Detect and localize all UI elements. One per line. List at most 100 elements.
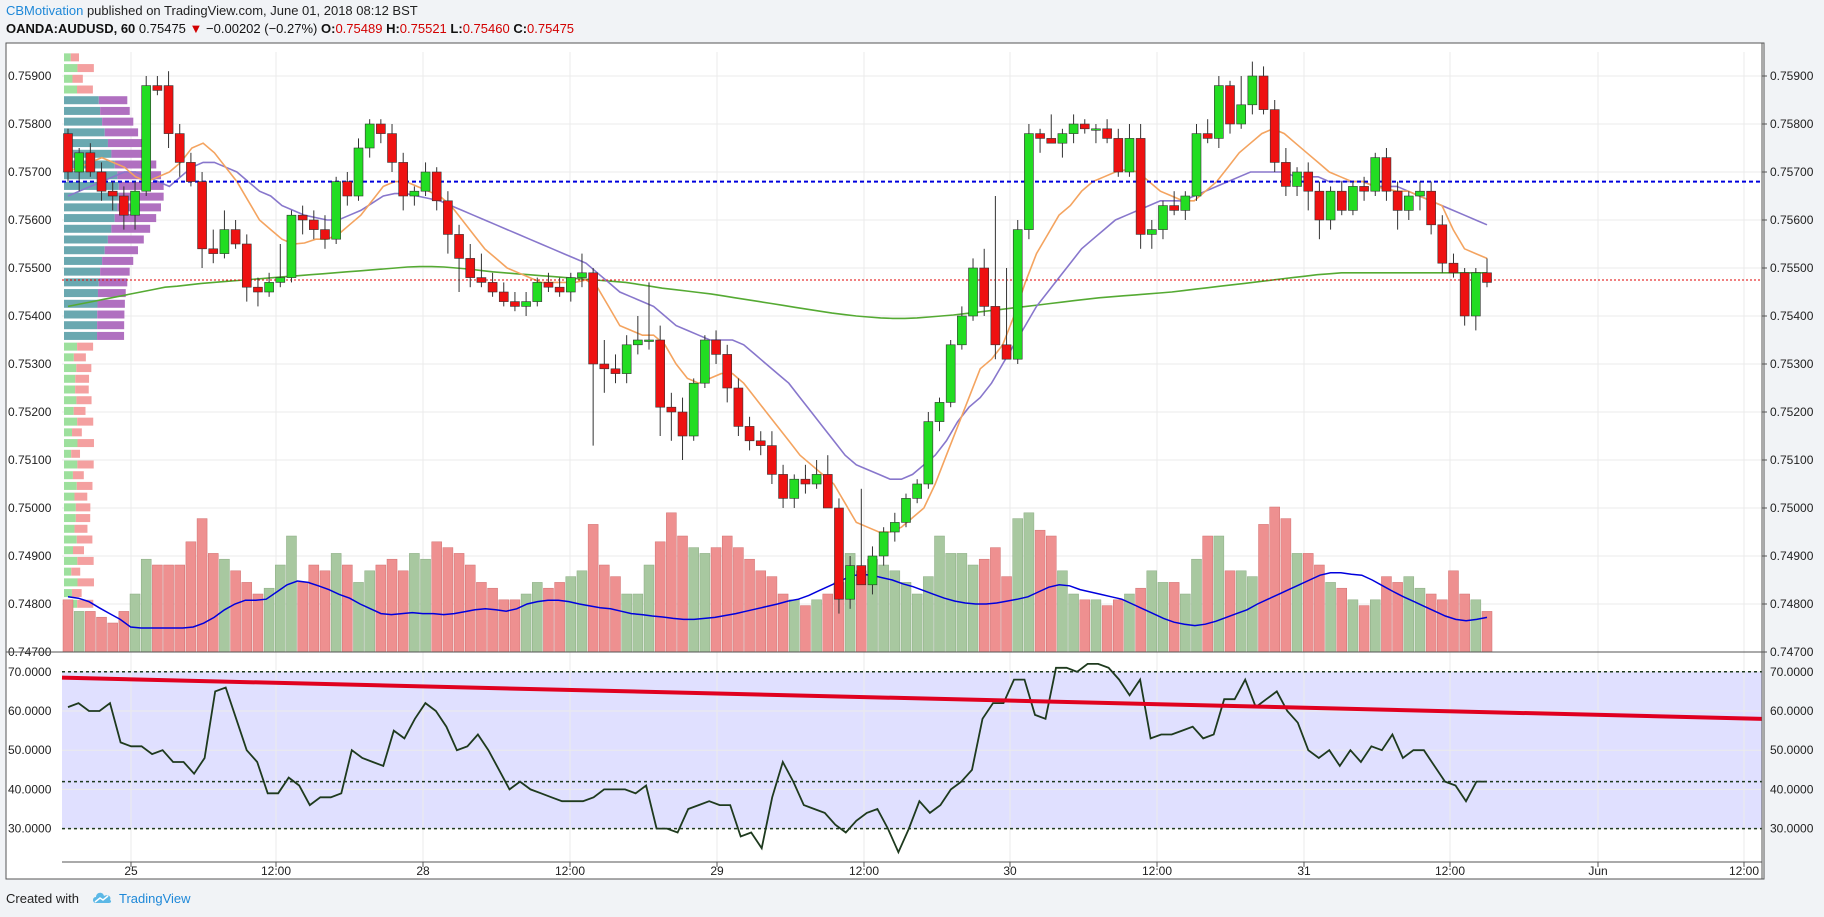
volume-bar [1314, 564, 1325, 653]
open-label: O: [320, 21, 336, 36]
volume-bar [1224, 570, 1236, 653]
volume-bar [196, 518, 208, 653]
profile-bar-down [98, 278, 128, 287]
volume-bar [129, 593, 141, 653]
candle-up [264, 282, 274, 293]
volume-bar [755, 570, 766, 653]
volume-bar [576, 570, 588, 653]
open-value: 0.75489 [335, 21, 383, 36]
price-tick-label: 0.75000 [1770, 501, 1814, 515]
candle-down [85, 152, 96, 173]
candle-down [454, 234, 464, 259]
volume-bar [554, 582, 565, 653]
volume-bar [666, 512, 677, 653]
profile-bar-down [77, 417, 94, 426]
candle-down [107, 190, 118, 197]
author-link[interactable]: CBMotivation [6, 3, 84, 18]
publication-header: CBMotivation published on TradingView.co… [6, 2, 418, 19]
candle-up [275, 277, 286, 283]
profile-bar-down [104, 246, 139, 255]
candle-up [1415, 190, 1425, 197]
profile-bar-down [76, 535, 93, 544]
volume-bar [487, 587, 498, 653]
profile-bar-down [71, 567, 81, 576]
candle-up [845, 565, 855, 600]
ema-slow-line [67, 265, 1487, 320]
candle-down [1437, 224, 1448, 264]
volume-bar [1079, 599, 1091, 653]
profile-bar-down [72, 74, 83, 83]
high-value: 0.75521 [399, 21, 447, 36]
volume-bar [230, 570, 241, 653]
volume-bar [286, 535, 297, 653]
candle-down [152, 85, 163, 91]
price-tick-label: 0.75800 [1770, 117, 1814, 131]
time-tick-label: 28 [416, 864, 430, 878]
volume-bar [1135, 587, 1146, 653]
profile-bar-down [70, 53, 79, 62]
candle-down [253, 286, 263, 293]
candle-up [957, 315, 967, 346]
volume-bar [219, 558, 230, 653]
profile-bar-up [64, 192, 119, 201]
profile-bar-down [77, 64, 94, 73]
volume-bar [565, 576, 577, 653]
candle-up [1012, 229, 1023, 360]
profile-bar-down [98, 96, 128, 105]
time-tick-label: 12:00 [1142, 864, 1172, 878]
profile-bar-up [64, 524, 75, 533]
profile-bar-up [64, 481, 77, 490]
last-price: 0.75475 [138, 21, 186, 36]
profile-bar-up [64, 106, 101, 115]
left-price-tick-label: 0.75800 [8, 117, 52, 131]
candle-up [1471, 272, 1481, 317]
volume-bar [1001, 576, 1012, 653]
candle-up [420, 171, 431, 192]
profile-bar-up [64, 331, 98, 340]
candle-up [1068, 123, 1079, 134]
tradingview-link[interactable]: TradingView [85, 890, 191, 907]
candle-down [733, 387, 744, 427]
candle-up [901, 498, 911, 523]
candle-down [376, 123, 386, 134]
profile-bar-down [97, 331, 125, 340]
volume-bar [1414, 587, 1426, 653]
rsi-tick-label: 70.0000 [8, 665, 52, 679]
profile-bar-up [64, 96, 99, 105]
candle-up [409, 190, 420, 197]
candle-down [1303, 171, 1314, 192]
candle-up [1158, 205, 1168, 230]
volume-bar [978, 558, 990, 653]
left-price-tick-label: 0.75600 [8, 213, 52, 227]
price-tick-label: 0.75600 [1770, 213, 1814, 227]
profile-bar-down [111, 224, 151, 233]
volume-bar [800, 605, 811, 653]
volume-bar [96, 616, 107, 653]
price-change: −0.00202 (−0.27%) [206, 21, 318, 36]
volume-bar [62, 599, 74, 653]
profile-bar-up [64, 139, 108, 148]
time-tick-label: Jun [1588, 864, 1607, 878]
volume-bar [1068, 593, 1079, 653]
volume-bar [1113, 599, 1124, 653]
rsi-tick-label: 30.0000 [1770, 822, 1814, 836]
symbol-label[interactable]: OANDA:AUDUSD, 60 [6, 21, 136, 36]
profile-bar-down [97, 289, 126, 298]
candle-down [1426, 190, 1436, 226]
profile-bar-up [64, 556, 78, 565]
candle-down [1448, 262, 1459, 274]
volume-bar [163, 564, 174, 653]
low-value: 0.75460 [462, 21, 510, 36]
profile-bar-down [77, 556, 94, 565]
time-tick-label: 12:00 [555, 864, 585, 878]
profile-bar-down [77, 578, 94, 587]
rsi-tick-label: 50.0000 [8, 743, 52, 757]
volume-bar [140, 558, 152, 653]
profile-bar-up [64, 224, 112, 233]
price-tick-label: 0.75100 [1770, 453, 1814, 467]
footer: Created with TradingView [6, 890, 191, 907]
candle-down [476, 277, 487, 283]
profile-bar-down [73, 353, 86, 362]
volume-bar [1437, 599, 1448, 653]
